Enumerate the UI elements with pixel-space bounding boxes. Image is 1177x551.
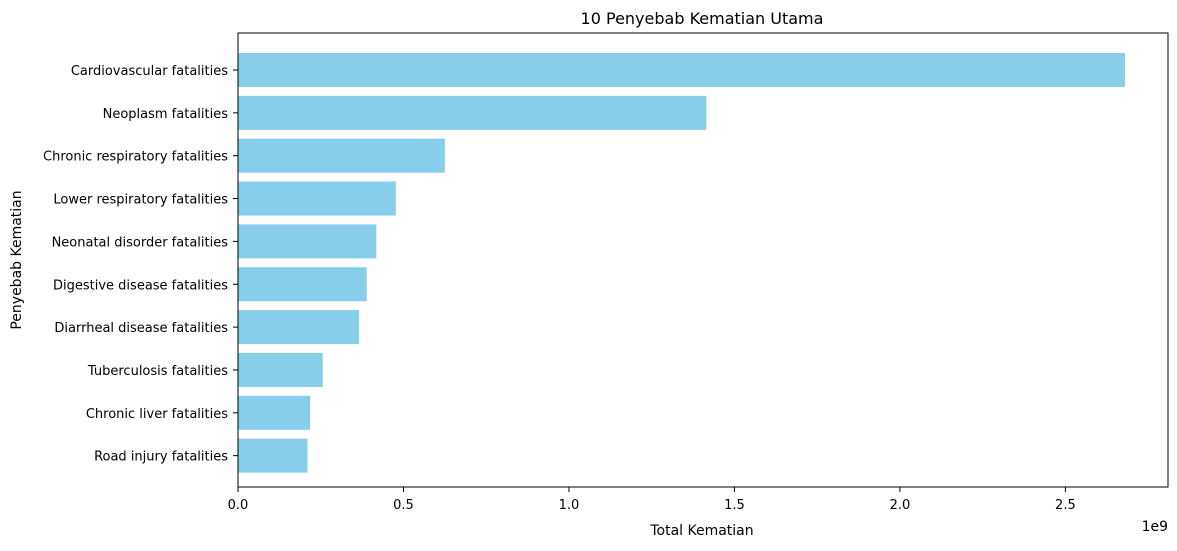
y-tick-label: Neonatal disorder fatalities bbox=[52, 235, 229, 250]
y-tick-label: Tuberculosis fatalities bbox=[87, 364, 228, 379]
x-tick-label: 0.5 bbox=[393, 498, 414, 513]
bar bbox=[238, 138, 445, 173]
x-tick-label: 1.0 bbox=[559, 498, 580, 513]
y-tick-label: Chronic respiratory fatalities bbox=[43, 150, 228, 165]
x-tick-label: 1.5 bbox=[724, 498, 745, 513]
bar bbox=[238, 267, 367, 302]
x-axis: 0.0 0.5 1.0 1.5 2.0 2.5 bbox=[228, 487, 1076, 513]
x-tick-label: 2.0 bbox=[890, 498, 911, 513]
bar bbox=[238, 352, 323, 387]
chart-title: 10 Penyebab Kematian Utama bbox=[581, 9, 824, 28]
y-tick-label: Road injury fatalities bbox=[94, 450, 228, 465]
bar bbox=[238, 310, 360, 345]
bars-layer bbox=[238, 53, 1125, 473]
bar bbox=[238, 395, 311, 430]
y-tick-label: Cardiovascular fatalities bbox=[71, 64, 228, 79]
x-tick-label: 2.5 bbox=[1055, 498, 1076, 513]
y-axis-label: Penyebab Kematian bbox=[9, 190, 25, 329]
y-tick-label: Lower respiratory fatalities bbox=[53, 193, 228, 208]
y-tick-label: Chronic liver fatalities bbox=[86, 407, 228, 422]
x-axis-label: Total Kematian bbox=[649, 523, 753, 539]
y-axis: Cardiovascular fatalities Neoplasm fatali… bbox=[43, 64, 238, 465]
x-tick-label: 0.0 bbox=[228, 498, 249, 513]
bar bbox=[238, 53, 1125, 87]
bar bbox=[238, 95, 707, 130]
y-tick-label: Digestive disease fatalities bbox=[53, 278, 228, 293]
bar bbox=[238, 181, 396, 216]
plot-frame bbox=[237, 32, 1169, 488]
bar bbox=[238, 438, 308, 473]
y-tick-label: Diarrheal disease fatalities bbox=[54, 321, 228, 336]
bar bbox=[238, 224, 377, 259]
y-tick-label: Neoplasm fatalities bbox=[103, 107, 229, 122]
x-axis-offset-label: 1e9 bbox=[1142, 519, 1168, 535]
